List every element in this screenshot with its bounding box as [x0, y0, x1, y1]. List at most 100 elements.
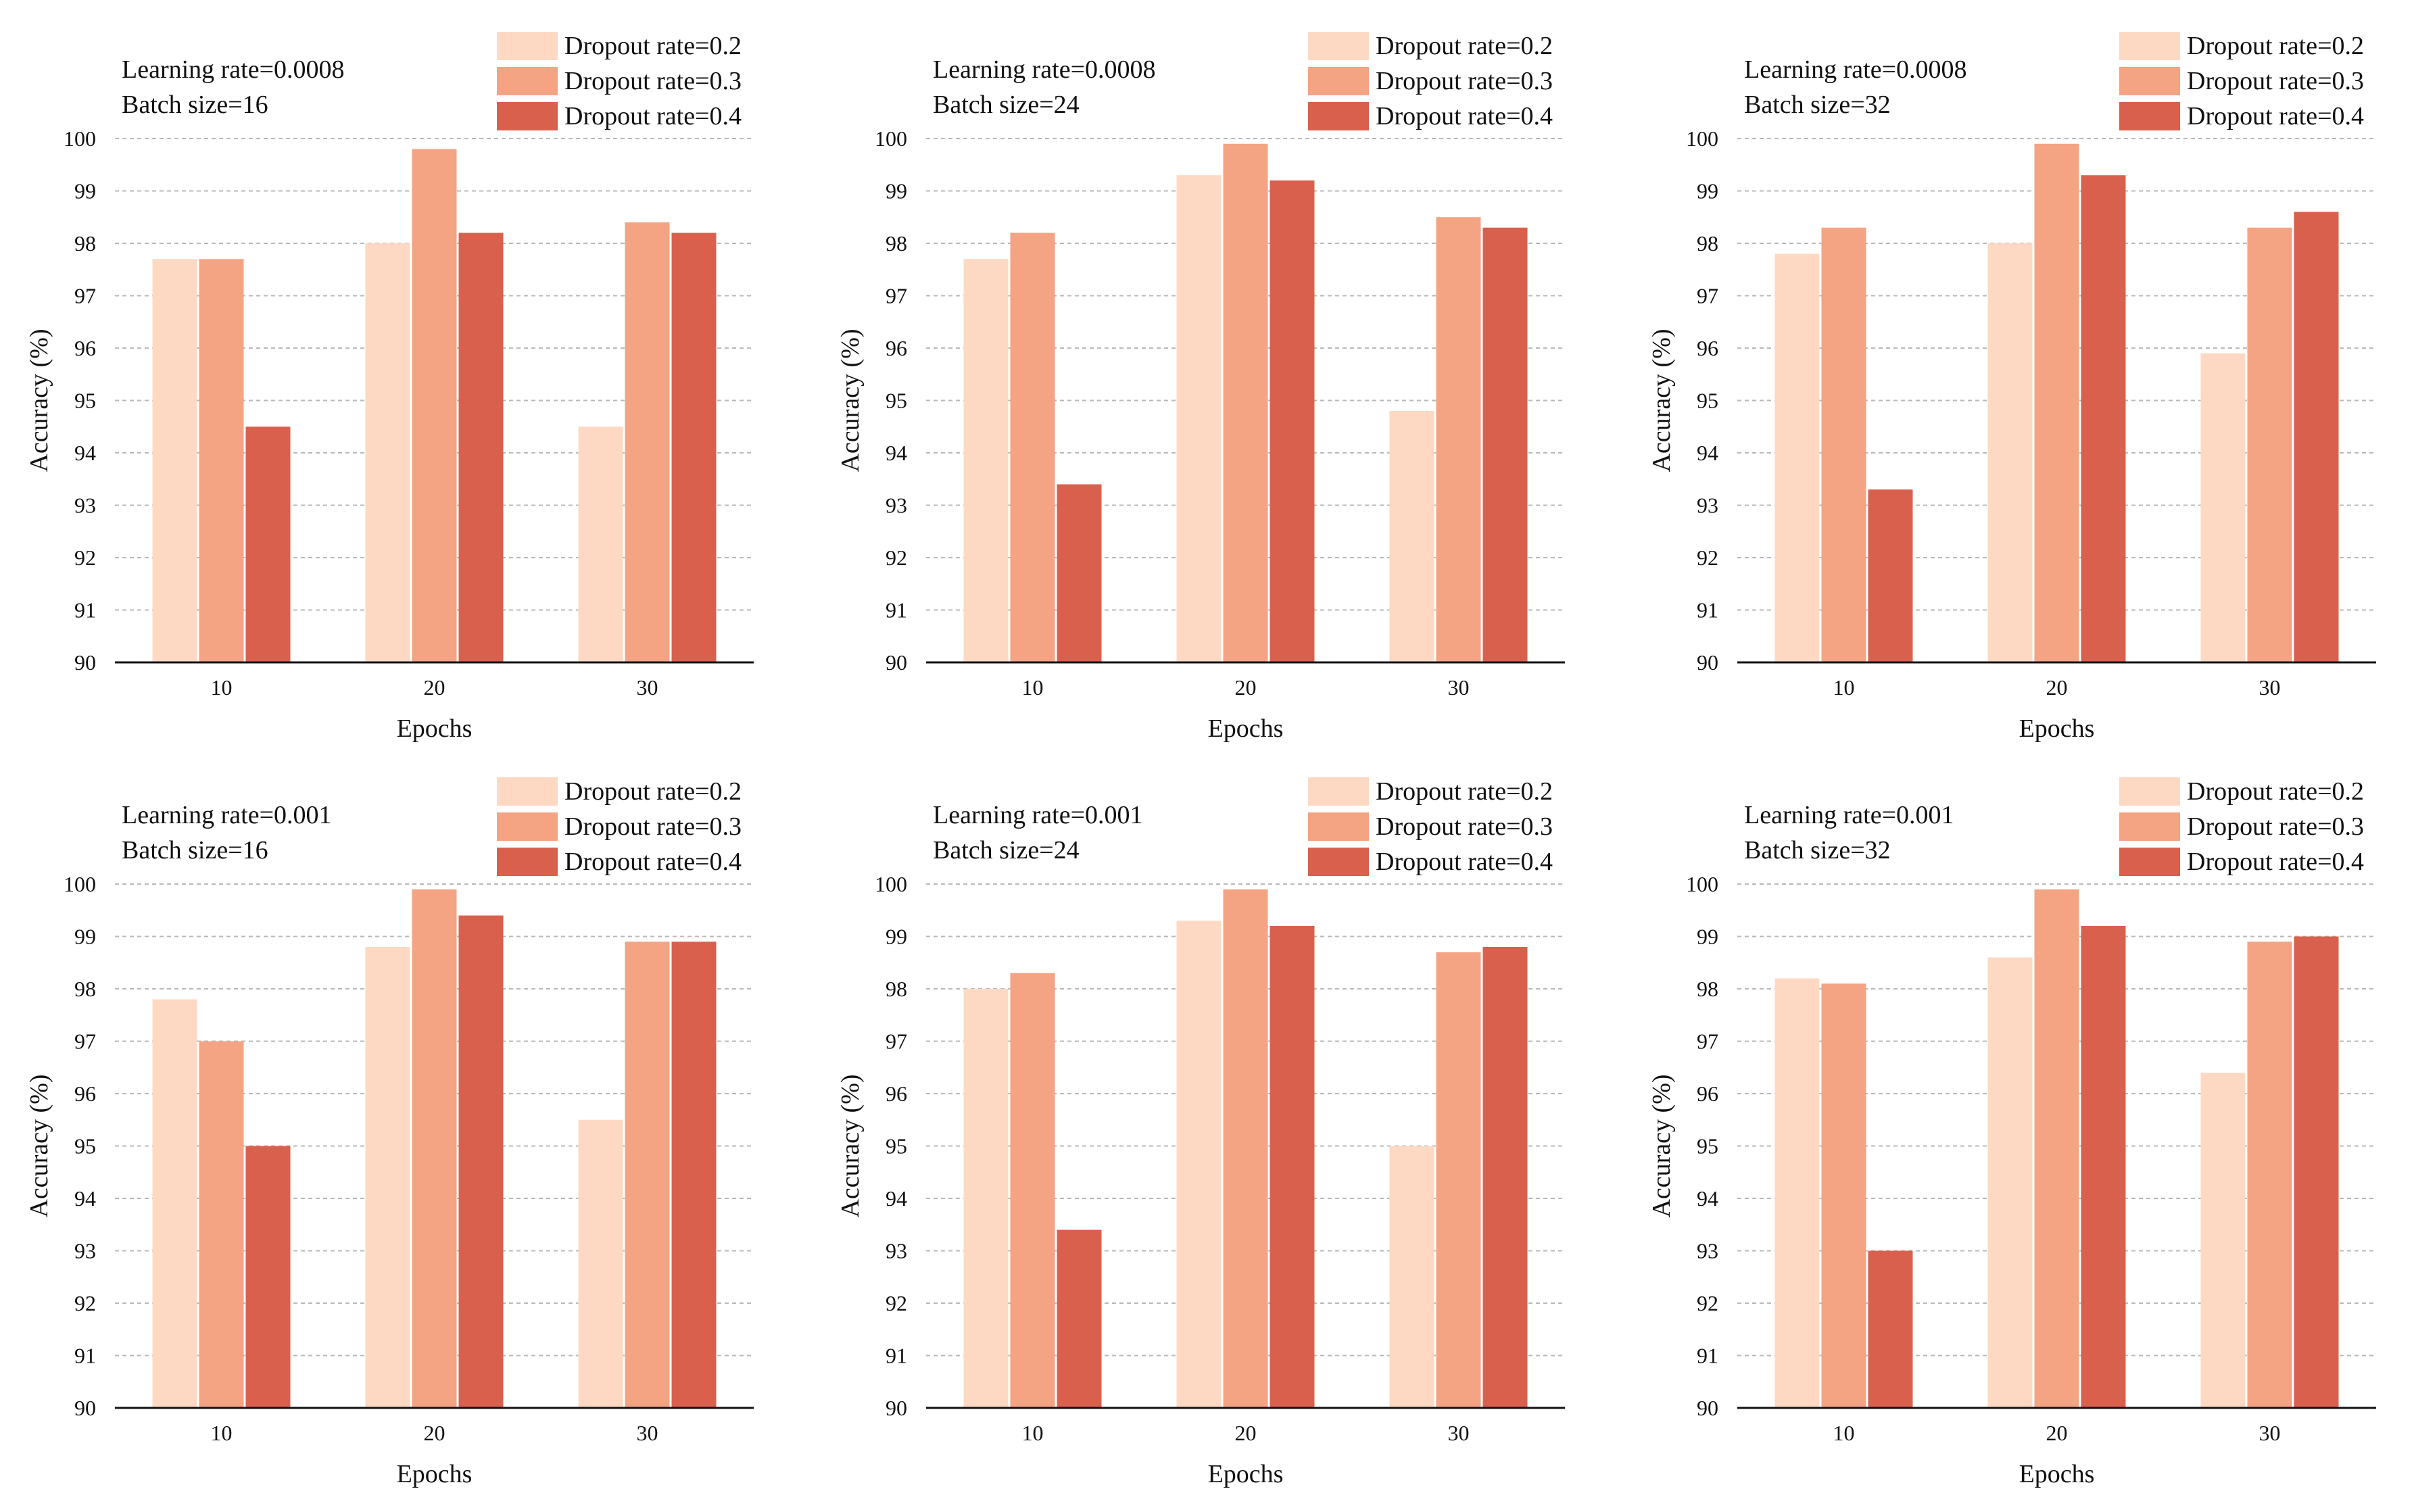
- y-tick-label: 100: [875, 872, 907, 896]
- y-tick-label: 96: [1697, 1081, 1718, 1106]
- bar-30-series-1: [578, 1119, 623, 1408]
- x-tick-label: 10: [1833, 675, 1855, 700]
- legend-swatch: [2119, 102, 2180, 130]
- legend-swatch: [497, 32, 558, 60]
- bar-20-series-2: [2034, 143, 2079, 662]
- y-tick-label: 95: [1697, 1134, 1718, 1159]
- bar-30-series-2: [1436, 952, 1481, 1408]
- bar-20-series-3: [458, 915, 504, 1408]
- parameter-annotation: Learning rate=0.0008: [933, 55, 1156, 84]
- parameter-annotation: Batch size=16: [122, 836, 268, 864]
- y-tick-label: 99: [886, 925, 907, 949]
- legend-label: Dropout rate=0.3: [1376, 812, 1553, 841]
- parameter-annotation: Batch size=24: [933, 836, 1080, 864]
- bar-10-series-1: [963, 989, 1009, 1408]
- legend-swatch: [2119, 812, 2180, 841]
- y-tick-label: 97: [74, 284, 96, 308]
- parameter-annotation: Batch size=16: [122, 91, 268, 119]
- bar-20-series-1: [365, 947, 410, 1408]
- x-tick-label: 20: [1235, 1421, 1257, 1445]
- x-tick-label: 10: [1022, 675, 1044, 700]
- parameter-annotation: Learning rate=0.001: [1744, 801, 1954, 829]
- legend-label: Dropout rate=0.3: [564, 67, 742, 95]
- legend-swatch: [1308, 812, 1369, 841]
- y-tick-label: 91: [1697, 598, 1718, 623]
- parameter-annotation: Learning rate=0.001: [122, 801, 332, 829]
- x-tick-label: 20: [424, 1421, 445, 1445]
- bar-30-series-2: [2247, 942, 2292, 1408]
- legend-label: Dropout rate=0.4: [1376, 848, 1553, 876]
- y-tick-label: 93: [886, 493, 907, 518]
- y-tick-label: 90: [74, 650, 96, 675]
- y-tick-label: 93: [1697, 1239, 1718, 1263]
- y-tick-label: 94: [886, 1186, 907, 1211]
- y-tick-label: 92: [886, 1291, 907, 1315]
- bar-20-series-3: [2081, 926, 2126, 1408]
- y-tick-label: 94: [1697, 441, 1718, 465]
- x-tick-label: 20: [1235, 675, 1257, 700]
- bar-10-series-1: [1774, 978, 1820, 1408]
- bar-10-series-2: [1010, 973, 1055, 1408]
- legend-label: Dropout rate=0.2: [1376, 777, 1553, 806]
- y-tick-label: 91: [886, 1344, 907, 1368]
- x-tick-label: 30: [1448, 1421, 1470, 1445]
- bar-30-series-3: [1482, 227, 1528, 662]
- x-axis-title: Epochs: [2019, 1460, 2095, 1488]
- bar-10-series-1: [963, 259, 1009, 662]
- bar-20-series-1: [1176, 921, 1222, 1408]
- y-tick-label: 92: [1697, 545, 1718, 570]
- legend-label: Dropout rate=0.4: [564, 102, 742, 130]
- x-tick-label: 20: [424, 675, 445, 700]
- y-tick-label: 96: [74, 1081, 96, 1106]
- bar-20-series-1: [1987, 243, 2033, 662]
- legend-label: Dropout rate=0.2: [564, 32, 742, 60]
- y-tick-label: 99: [886, 179, 907, 203]
- y-axis-title: Accuracy (%): [25, 328, 53, 472]
- bar-20-series-2: [412, 889, 457, 1408]
- legend-label: Dropout rate=0.4: [2187, 848, 2364, 876]
- legend-label: Dropout rate=0.2: [2187, 777, 2364, 806]
- chart-panel-4: 90 91 92 93 94 95 96 97 98 99 100 10 20 30 Epochs Accur…: [25, 777, 754, 1488]
- bar-10-series-3: [1057, 1229, 1102, 1408]
- bar-10-series-3: [1057, 484, 1102, 662]
- bar-10-series-2: [199, 1041, 244, 1408]
- y-tick-label: 99: [74, 925, 96, 949]
- y-tick-label: 95: [886, 389, 907, 413]
- bar-10-series-2: [1821, 983, 1866, 1408]
- y-tick-label: 94: [74, 441, 96, 465]
- legend-swatch: [2119, 32, 2180, 60]
- legend-label: Dropout rate=0.4: [564, 848, 742, 876]
- legend-swatch: [2119, 777, 2180, 806]
- y-tick-label: 99: [1697, 179, 1718, 203]
- parameter-annotation: Batch size=32: [1744, 836, 1891, 864]
- y-tick-label: 99: [74, 179, 96, 203]
- x-tick-label: 30: [637, 675, 658, 700]
- bar-30-series-1: [1389, 411, 1434, 662]
- x-tick-label: 30: [1448, 675, 1470, 700]
- y-tick-label: 93: [74, 1239, 96, 1263]
- y-tick-label: 96: [1697, 336, 1718, 360]
- bar-30-series-2: [2247, 227, 2292, 662]
- y-axis-title: Accuracy (%): [836, 1074, 865, 1217]
- legend-swatch: [2119, 67, 2180, 95]
- x-tick-label: 10: [211, 675, 233, 700]
- y-tick-label: 96: [886, 336, 907, 360]
- parameter-annotation: Learning rate=0.001: [933, 801, 1143, 829]
- y-tick-label: 96: [74, 336, 96, 360]
- legend-label: Dropout rate=0.3: [564, 812, 742, 841]
- bar-20-series-3: [1270, 926, 1315, 1408]
- x-axis-title: Epochs: [2019, 714, 2095, 743]
- y-tick-label: 93: [1697, 493, 1718, 518]
- bar-20-series-2: [412, 149, 457, 662]
- legend-swatch: [1308, 102, 1369, 130]
- x-tick-label: 30: [2259, 675, 2281, 700]
- x-tick-label: 10: [211, 1421, 233, 1445]
- bar-20-series-2: [1223, 889, 1268, 1408]
- bar-10-series-3: [1868, 1250, 1913, 1408]
- y-tick-label: 98: [74, 977, 96, 1001]
- legend-swatch: [497, 812, 558, 841]
- y-tick-label: 100: [64, 126, 96, 151]
- chart-panel-2: 90 91 92 93 94 95 96 97 98 99 100 10 20 30 Epochs Accur…: [836, 32, 1565, 743]
- legend-swatch: [497, 102, 558, 130]
